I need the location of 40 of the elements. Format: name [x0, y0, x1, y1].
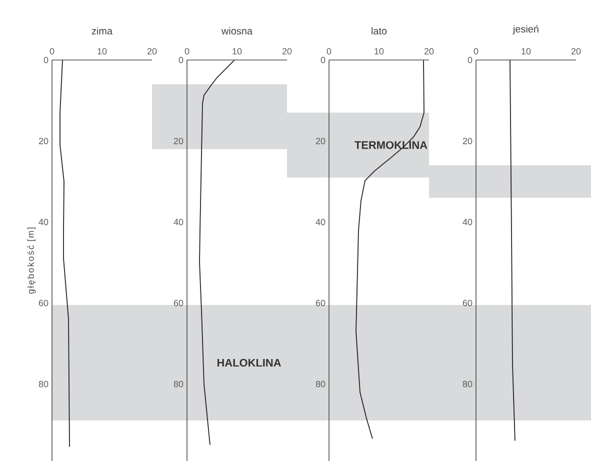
y-tick-label: 60 [462, 300, 472, 306]
y-tick-label: 60 [174, 300, 184, 306]
y-tick-label: 40 [316, 218, 326, 226]
y-tick-label: 0 [44, 56, 48, 63]
x-tick-label: 20 [571, 48, 581, 54]
y-tick-label: 80 [174, 380, 184, 388]
chart-title: wiosna [221, 27, 253, 34]
y-tick-label: 20 [38, 138, 48, 144]
line-series [510, 59, 516, 441]
x-tick-label: 20 [282, 48, 292, 54]
y-tick-label: 60 [38, 300, 48, 306]
x-tick-label: 20 [424, 48, 434, 54]
y-tick-label: 20 [462, 138, 472, 144]
y-tick-label: 80 [316, 380, 326, 388]
y-tick-label: 20 [174, 138, 184, 144]
y-tick-label: 0 [468, 56, 472, 63]
x-tick-label: 20 [147, 48, 157, 54]
x-tick-label: 0 [50, 48, 54, 54]
x-tick-label: 0 [326, 48, 332, 54]
y-tick-label: 0 [178, 56, 184, 63]
y-axis-title: głębokość [m] [27, 227, 36, 294]
y-tick-label: 40 [38, 218, 48, 226]
x-tick-label: 10 [98, 48, 107, 54]
x-tick-label: 0 [474, 48, 478, 54]
band-label: HALOKLINA [217, 358, 281, 366]
x-tick-label: 10 [232, 48, 242, 54]
y-tick-label: 80 [38, 380, 48, 388]
chart-title: jesień [512, 24, 538, 34]
x-tick-label: 0 [184, 48, 190, 54]
y-tick-label: 60 [316, 300, 326, 306]
y-tick-label: 20 [316, 138, 326, 144]
y-tick-label: 40 [174, 218, 184, 226]
y-tick-label: 0 [320, 56, 326, 63]
x-tick-label: 10 [374, 48, 384, 54]
line-series [60, 59, 70, 448]
x-tick-label: 10 [522, 48, 531, 54]
chart-title: lato [372, 27, 387, 34]
chart-title: zima [92, 27, 113, 34]
y-tick-label: 40 [462, 218, 472, 226]
y-tick-label: 80 [462, 380, 472, 388]
